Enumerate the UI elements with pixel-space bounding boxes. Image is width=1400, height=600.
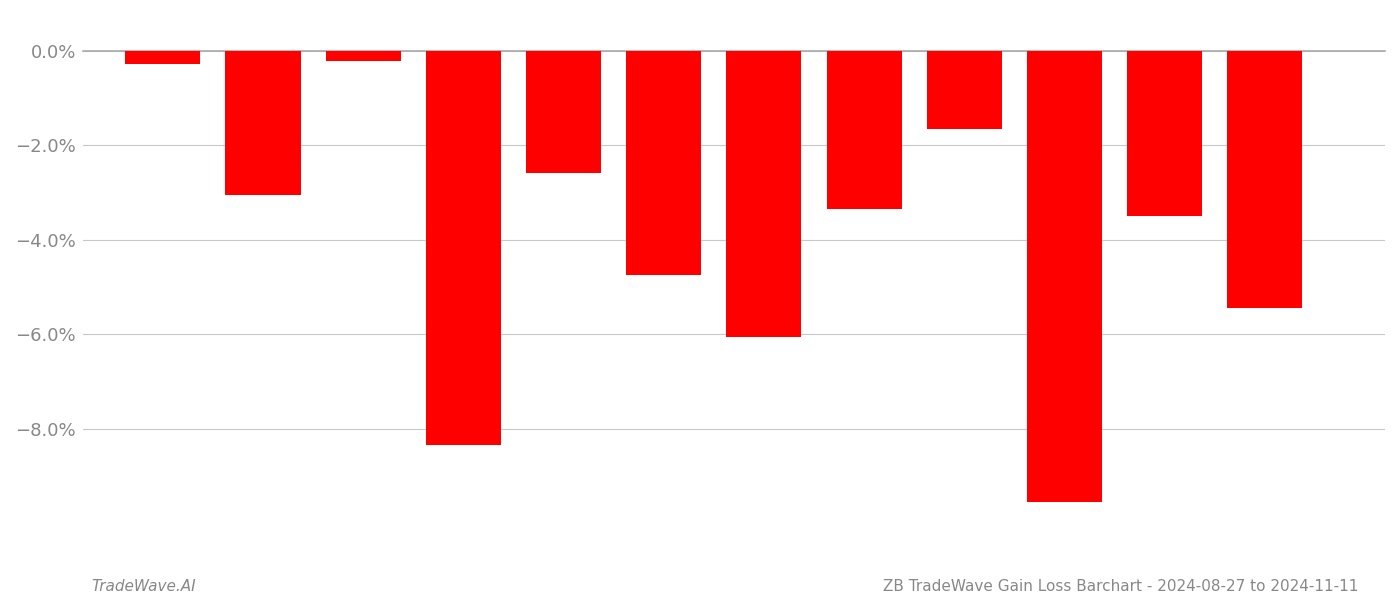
Bar <box>826 50 902 209</box>
Bar <box>526 50 601 173</box>
Bar <box>727 50 801 337</box>
Bar <box>225 50 301 195</box>
Bar <box>1228 50 1302 308</box>
Bar <box>626 50 701 275</box>
Bar <box>927 50 1002 128</box>
Bar <box>125 50 200 64</box>
Text: ZB TradeWave Gain Loss Barchart - 2024-08-27 to 2024-11-11: ZB TradeWave Gain Loss Barchart - 2024-0… <box>882 579 1358 594</box>
Bar <box>426 50 501 445</box>
Bar <box>1026 50 1102 502</box>
Text: TradeWave.AI: TradeWave.AI <box>91 579 196 594</box>
Bar <box>1127 50 1203 216</box>
Bar <box>326 50 400 61</box>
